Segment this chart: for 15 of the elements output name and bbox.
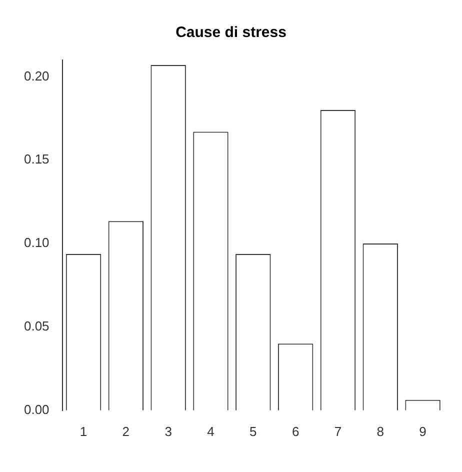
x-tick-label: 2 (122, 424, 130, 439)
x-tick-label: 5 (250, 424, 257, 439)
chart-title: Cause di stress (176, 24, 286, 42)
x-tick-label: 1 (80, 424, 88, 439)
y-tick-label: 0.00 (24, 402, 50, 417)
x-tick-label: 9 (419, 424, 426, 439)
y-tick-label: 0.20 (24, 68, 50, 84)
y-tick-label: 0.05 (24, 318, 50, 334)
y-tick-label: 0.10 (24, 235, 50, 250)
x-tick-label: 6 (292, 424, 300, 439)
x-tick-label: 3 (164, 424, 172, 439)
y-tick-label: 0.15 (24, 152, 50, 167)
x-tick-label: 8 (376, 424, 384, 439)
x-tick-label: 7 (334, 424, 342, 439)
x-tick-label: 4 (207, 424, 214, 439)
